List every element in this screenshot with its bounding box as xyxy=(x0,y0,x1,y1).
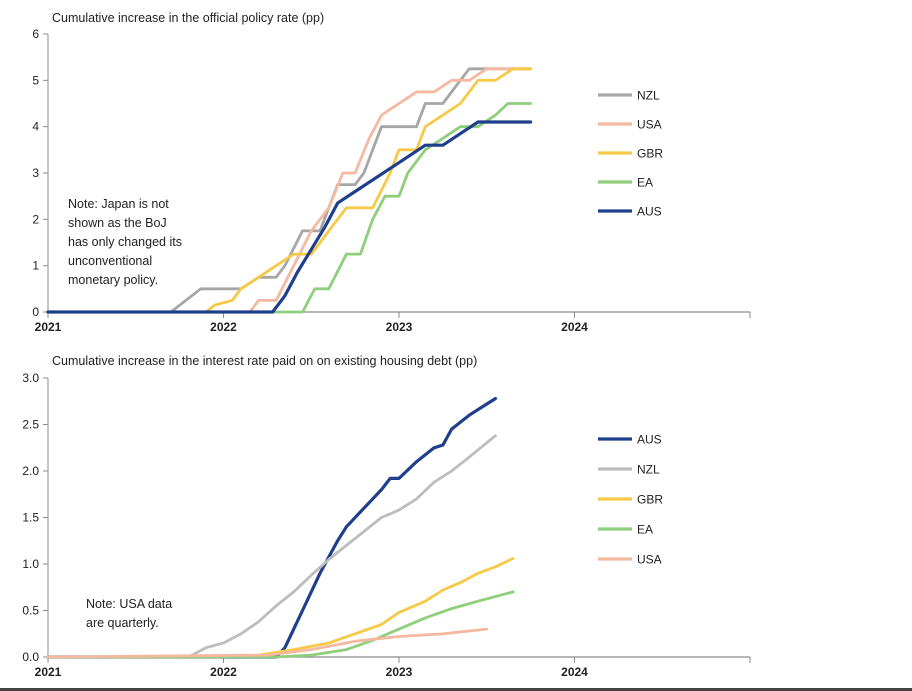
series-line-usa xyxy=(46,627,489,659)
series-line-nzl xyxy=(46,434,497,659)
series-line-ea xyxy=(46,590,515,659)
series-line-aus xyxy=(46,396,498,659)
x-tick-label: 2021 xyxy=(35,320,62,334)
x-tick-label: 2024 xyxy=(561,665,588,679)
y-tick-label: 0.0 xyxy=(22,650,39,664)
legend-label: EA xyxy=(637,523,653,537)
x-tick-label: 2022 xyxy=(210,665,237,679)
x-tick-label: 2023 xyxy=(386,320,413,334)
y-tick-label: 0 xyxy=(32,305,39,319)
y-tick-label: 4 xyxy=(32,120,39,134)
legend-label: NZL xyxy=(637,89,660,103)
y-tick-label: 2.0 xyxy=(22,464,39,478)
series-line-usa xyxy=(46,67,532,314)
legend-label: GBR xyxy=(637,147,663,161)
x-tick-label: 2024 xyxy=(561,320,588,334)
note-text: shown as the BoJ xyxy=(68,216,167,230)
chart-title: Cumulative increase in the interest rate… xyxy=(52,354,477,368)
legend-label: GBR xyxy=(637,493,663,507)
note-text: are quarterly. xyxy=(86,616,159,630)
y-tick-label: 0.5 xyxy=(22,604,39,618)
x-tick-label: 2022 xyxy=(210,320,237,334)
note-text: Note: Japan is not xyxy=(68,197,169,211)
legend-label: NZL xyxy=(637,463,660,477)
y-tick-label: 2 xyxy=(32,212,39,226)
y-tick-label: 3 xyxy=(32,166,39,180)
y-tick-label: 1.5 xyxy=(22,511,39,525)
y-tick-label: 3.0 xyxy=(22,371,39,385)
y-tick-label: 1 xyxy=(32,259,39,273)
legend-label: USA xyxy=(637,118,662,132)
note-text: has only changed its xyxy=(68,235,182,249)
policy-rate-chart: Cumulative increase in the official poli… xyxy=(32,11,751,334)
series-line-nzl xyxy=(46,67,532,314)
legend-label: EA xyxy=(637,176,653,190)
x-tick-label: 2023 xyxy=(386,665,413,679)
y-tick-label: 2.5 xyxy=(22,418,39,432)
series-line-aus xyxy=(46,120,533,314)
bottom-rule xyxy=(0,688,912,691)
x-tick-label: 2021 xyxy=(35,665,62,679)
legend-label: AUS xyxy=(637,433,662,447)
y-tick-label: 1.0 xyxy=(22,557,39,571)
note-text: monetary policy. xyxy=(68,273,158,287)
legend-label: USA xyxy=(637,553,662,567)
chart-title: Cumulative increase in the official poli… xyxy=(52,11,324,25)
y-tick-label: 5 xyxy=(32,73,39,87)
legend-label: AUS xyxy=(637,205,662,219)
y-tick-label: 6 xyxy=(32,27,39,41)
housing-debt-rate-chart: Cumulative increase in the interest rate… xyxy=(22,354,751,679)
note-text: Note: USA data xyxy=(86,597,172,611)
note-text: unconventional xyxy=(68,254,152,268)
series-line-gbr xyxy=(46,67,532,314)
